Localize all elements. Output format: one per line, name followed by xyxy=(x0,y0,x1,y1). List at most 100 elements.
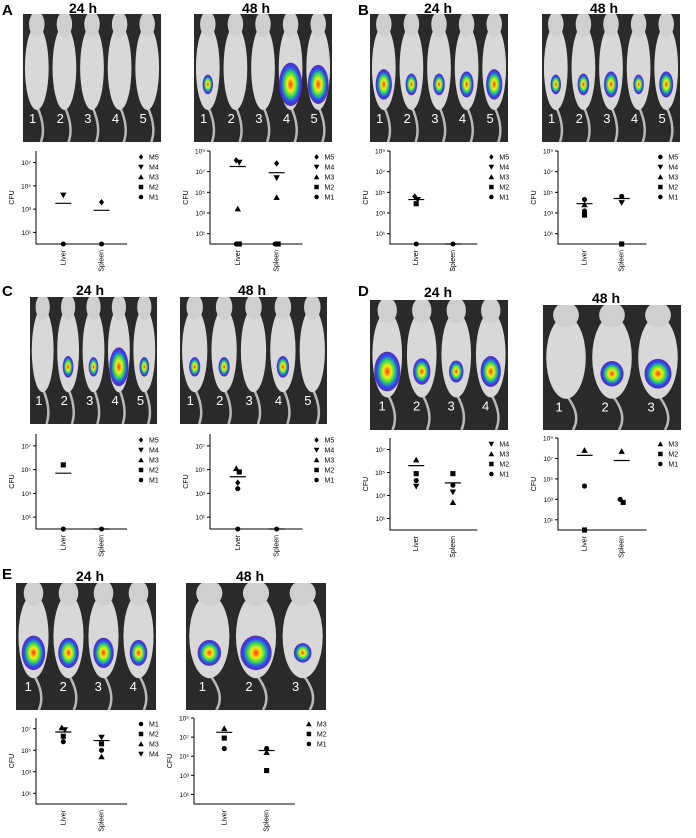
legend-label: M5 xyxy=(325,438,335,445)
y-tick-label: 10¹ xyxy=(544,517,554,524)
legend-marker xyxy=(657,174,664,180)
time-label-a-24h: 24 h xyxy=(68,0,97,16)
mouse: 2 xyxy=(53,583,84,710)
mouse-number-label: 2 xyxy=(228,111,235,126)
category-label: Liver xyxy=(582,249,589,265)
mouse-number-label: 1 xyxy=(548,111,555,126)
data-point xyxy=(60,192,67,199)
mouse: 1 xyxy=(372,300,403,430)
data-point xyxy=(60,739,66,745)
y-tick-label: 10⁹ xyxy=(543,149,553,156)
legend-label: M4 xyxy=(499,165,509,172)
mouse-photo-canvas: 1 2 3 xyxy=(546,305,678,430)
data-point xyxy=(619,193,625,200)
y-tick-label: 10¹ xyxy=(22,515,32,522)
legend-label: M2 xyxy=(149,732,159,739)
legend-label: M3 xyxy=(499,452,509,459)
category-label: Spleen xyxy=(619,250,626,272)
mouse-number-label: 3 xyxy=(84,111,91,126)
legend-marker xyxy=(658,154,663,160)
data-point xyxy=(273,194,280,201)
data-point xyxy=(581,447,588,453)
legend-marker xyxy=(314,477,319,483)
data-point xyxy=(263,749,270,755)
y-axis-label: CFU xyxy=(183,474,190,488)
mouse: 4 xyxy=(107,297,130,424)
mouse-photo-canvas: 1 2 3 xyxy=(189,583,323,710)
legend-label: M4 xyxy=(325,165,335,172)
y-tick-label: 10³ xyxy=(544,211,554,218)
legend-label: M3 xyxy=(325,458,335,465)
legend-label: M5 xyxy=(149,155,159,162)
mouse: 2 xyxy=(571,14,596,142)
category-label: Liver xyxy=(235,249,242,265)
legend-label: M1 xyxy=(325,478,335,485)
data-point xyxy=(234,205,241,212)
mouse-number-label: 1 xyxy=(555,399,562,414)
mouse-number-label: 5 xyxy=(137,393,144,408)
mouse: 4 xyxy=(270,297,296,424)
legend-marker xyxy=(313,447,320,453)
data-point xyxy=(275,241,281,247)
mouse: 2 xyxy=(57,297,80,424)
category-label: Spleen xyxy=(99,535,106,557)
y-tick-label: 10⁷ xyxy=(179,735,189,742)
legend-marker xyxy=(658,461,663,467)
chart-axes xyxy=(389,438,478,531)
category-label: Liver xyxy=(235,534,242,550)
luminescence-signal xyxy=(633,74,644,95)
mouse: 4 xyxy=(278,14,303,142)
mouse-number-label: 1 xyxy=(35,393,42,408)
data-point xyxy=(98,753,105,760)
y-tick-label: 10⁷ xyxy=(21,443,31,450)
luminescence-signal xyxy=(139,357,150,377)
data-point xyxy=(221,746,227,752)
category-label: Spleen xyxy=(264,810,271,832)
data-point xyxy=(412,193,418,200)
mouse: 3 xyxy=(638,305,678,430)
category-label: Liver xyxy=(582,535,589,551)
legend-marker xyxy=(138,164,144,170)
mouse-number-label: 5 xyxy=(310,111,317,126)
mouse: 1 xyxy=(24,14,49,142)
y-axis-label: CFU xyxy=(167,754,174,768)
cfu-chart-d-24h: 10¹ 10³ 10⁵ 10⁷ CFU Liver Spleen M4 M3 M2 M1 xyxy=(363,438,509,558)
mouse-number-label: 4 xyxy=(112,111,119,126)
panel-letter-c: C xyxy=(2,283,13,300)
mouse-photo-canvas: 1 2 3 4 5 xyxy=(31,297,156,424)
legend-label: M3 xyxy=(149,175,159,182)
mouse-photo-canvas: 1 2 3 4 5 xyxy=(24,14,160,142)
legend-label: M2 xyxy=(668,185,678,192)
mouse: 1 xyxy=(546,305,586,430)
data-point xyxy=(450,471,456,477)
mouse: 3 xyxy=(88,583,119,710)
mouse-number-label: 2 xyxy=(216,393,223,408)
mouse-number-label: 3 xyxy=(95,679,102,694)
y-tick-label: 10³ xyxy=(180,773,190,780)
mouse-number-label: 2 xyxy=(57,111,64,126)
legend-marker xyxy=(314,184,319,190)
mouse-image-e-48h: 1 2 3 xyxy=(186,583,326,710)
mouse-number-label: 2 xyxy=(245,679,252,694)
y-tick-label: 10⁷ xyxy=(195,169,205,176)
data-point xyxy=(60,733,66,739)
mouse-photo-canvas: 1 2 3 4 5 xyxy=(543,14,679,142)
mouse: 3 xyxy=(80,14,104,142)
data-point xyxy=(235,486,241,492)
data-point xyxy=(581,197,588,203)
legend-label: M3 xyxy=(149,458,159,465)
legend-label: M2 xyxy=(325,185,335,192)
legend-marker xyxy=(313,457,320,463)
chart-axes xyxy=(389,151,478,245)
mouse: 2 xyxy=(592,305,632,430)
mouse: 2 xyxy=(211,297,237,424)
mouse: 5 xyxy=(482,14,507,142)
legend-label: M1 xyxy=(149,722,159,729)
luminescence-signal xyxy=(88,357,99,377)
mouse-number-label: 3 xyxy=(86,393,93,408)
data-point xyxy=(236,159,243,166)
mouse-image-a-48h: 1 2 3 4 5 xyxy=(194,14,332,142)
legend-label: M1 xyxy=(499,472,509,479)
legend-label: M1 xyxy=(668,195,678,202)
mouse: 5 xyxy=(306,14,331,142)
